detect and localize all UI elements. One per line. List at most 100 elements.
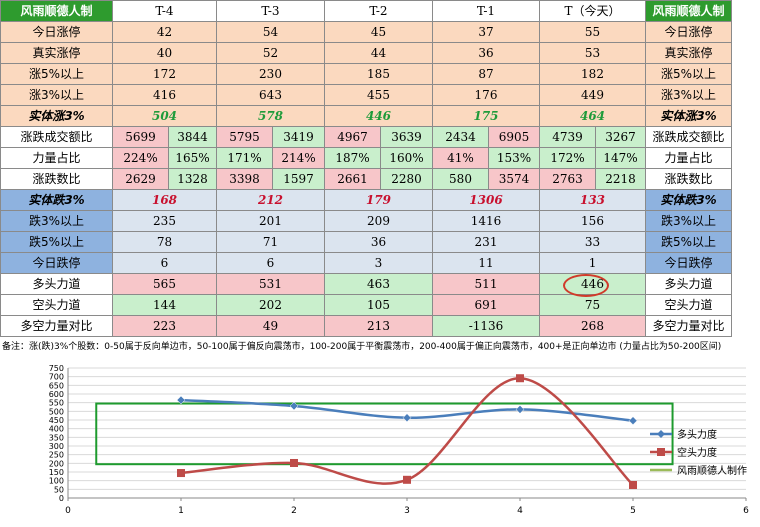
data-point xyxy=(176,395,186,405)
x-tick-label: 4 xyxy=(517,506,523,516)
table-cell: 172 xyxy=(112,63,217,85)
table-cell: 175 xyxy=(432,105,540,127)
table-cell: 1306 xyxy=(432,189,540,211)
table-cell: 3844 xyxy=(168,126,217,148)
note-text: 备注：涨(跌)3%个股数：0-50属于反向单边市，50-100属于偏反向震荡市，… xyxy=(2,342,722,352)
data-point xyxy=(628,416,638,426)
table-cell: 223 xyxy=(112,315,217,337)
data-point xyxy=(629,481,637,489)
row-label: 实体跌3% xyxy=(645,189,733,211)
y-tick-label: 750 xyxy=(49,364,64,373)
header-row: 风雨顺德人制 T-4 T-3 T-2 T-1 T（今天） 风雨顺德人制 xyxy=(0,0,733,22)
row-label: 今日跌停 xyxy=(0,252,113,274)
count-row: 涨跌数比 2629 1328 3398 1597 2661 2280 580 3574 2763 2… xyxy=(0,168,733,190)
right-header: 风雨顺德人制 xyxy=(645,0,733,22)
row-label: 实体涨3% xyxy=(645,105,733,127)
y-tick-label: 300 xyxy=(49,442,64,451)
table-cell: 105 xyxy=(324,294,433,316)
table-cell: 168 xyxy=(112,189,217,211)
row-label: 涨3%以上 xyxy=(645,84,733,106)
table-cell: 3639 xyxy=(380,126,433,148)
data-point xyxy=(516,374,524,383)
table-cell: 11 xyxy=(432,252,540,274)
table-cell: 214% xyxy=(272,147,325,169)
table-cell: 2661 xyxy=(324,168,381,190)
data-point xyxy=(177,469,185,478)
table-cell: 44 xyxy=(324,42,433,64)
data-point xyxy=(289,401,299,411)
y-tick-label: 200 xyxy=(49,459,64,468)
row-label: 涨跌数比 xyxy=(645,168,733,190)
row-label: 空头力道 xyxy=(0,294,113,316)
sentiment-table: 风雨顺德人制 T-4 T-3 T-2 T-1 T（今天） 风雨顺德人制 今日涨停 42 54 45 3… xyxy=(0,0,733,337)
table-cell: 3 xyxy=(324,252,433,274)
y-tick-label: 50 xyxy=(54,485,64,494)
table-cell: 176 xyxy=(432,84,540,106)
table-cell: 172% xyxy=(539,147,596,169)
y-tick-label: 0 xyxy=(59,494,64,503)
table-cell: 2763 xyxy=(539,168,596,190)
table-cell: 71 xyxy=(216,231,325,253)
x-tick-label: 0 xyxy=(65,506,71,516)
table-cell: 4967 xyxy=(324,126,381,148)
table-cell: 578 xyxy=(216,105,325,127)
table-cell: 37 xyxy=(432,21,540,43)
table-cell: 565 xyxy=(112,273,217,295)
table-cell: 201 xyxy=(216,210,325,232)
table-cell: 52 xyxy=(216,42,325,64)
row-label: 真实涨停 xyxy=(0,42,113,64)
table-cell: 202 xyxy=(216,294,325,316)
table-row: 涨3%以上 416 643 455 176 449 涨3%以上 xyxy=(0,84,733,106)
table-cell: 3574 xyxy=(488,168,540,190)
legend-label: 空头力度 xyxy=(677,446,717,459)
table-cell: 6 xyxy=(112,252,217,274)
table-cell: 75 xyxy=(538,294,647,316)
table-cell: 224% xyxy=(112,147,169,169)
row-label: 多头力道 xyxy=(0,273,113,295)
x-tick-label: 3 xyxy=(404,506,410,516)
row-label: 跌3%以上 xyxy=(645,210,733,232)
table-cell: -1136 xyxy=(432,315,540,337)
table-cell: 187% xyxy=(324,147,381,169)
table-cell: 5795 xyxy=(216,126,273,148)
row-label: 跌5%以上 xyxy=(0,231,113,253)
y-tick-label: 400 xyxy=(49,425,64,434)
table-cell: 231 xyxy=(432,231,540,253)
table-cell: 185 xyxy=(324,63,433,85)
table-cell: 580 xyxy=(432,168,489,190)
column-header: T-1 xyxy=(432,0,540,22)
x-tick-label: 6 xyxy=(743,506,749,516)
row-label: 涨3%以上 xyxy=(0,84,113,106)
table-cell: 504 xyxy=(112,105,217,127)
table-cell: 160% xyxy=(380,147,433,169)
series-line xyxy=(180,376,634,486)
row-label: 多空力量对比 xyxy=(645,315,733,337)
duotou-row: 多头力道 565 531 463 511 446 多头力道 xyxy=(0,273,733,295)
table-cell: 42 xyxy=(112,21,217,43)
row-label: 跌3%以上 xyxy=(0,210,113,232)
row-label: 涨跌成交额比 xyxy=(645,126,733,148)
table-cell: 41% xyxy=(432,147,489,169)
legend-marker xyxy=(657,448,665,456)
row-label: 跌5%以上 xyxy=(645,231,733,253)
table-cell: 213 xyxy=(324,315,433,337)
row-label: 多空力量对比 xyxy=(0,315,113,337)
table-cell: 230 xyxy=(216,63,325,85)
row-label: 力量占比 xyxy=(0,147,113,169)
duikong-row: 多空力量对比 223 49 213 -1136 268 多空力量对比 xyxy=(0,315,733,337)
row-label: 实体涨3% xyxy=(0,105,113,127)
row-label: 真实涨停 xyxy=(645,42,733,64)
row-label: 涨5%以上 xyxy=(645,63,733,85)
table-cell: 87 xyxy=(432,63,540,85)
legend-marker xyxy=(657,430,665,438)
table-cell: 463 xyxy=(324,273,433,295)
table-cell: 235 xyxy=(112,210,217,232)
table-cell: 133 xyxy=(538,189,647,211)
table-cell: 54 xyxy=(216,21,325,43)
table-cell: 1328 xyxy=(168,168,217,190)
table-cell: 36 xyxy=(432,42,540,64)
table-cell: 3398 xyxy=(216,168,273,190)
table-row: 涨5%以上 172 230 185 87 182 涨5%以上 xyxy=(0,63,733,85)
data-point xyxy=(403,475,411,484)
annotation-box xyxy=(95,402,674,466)
